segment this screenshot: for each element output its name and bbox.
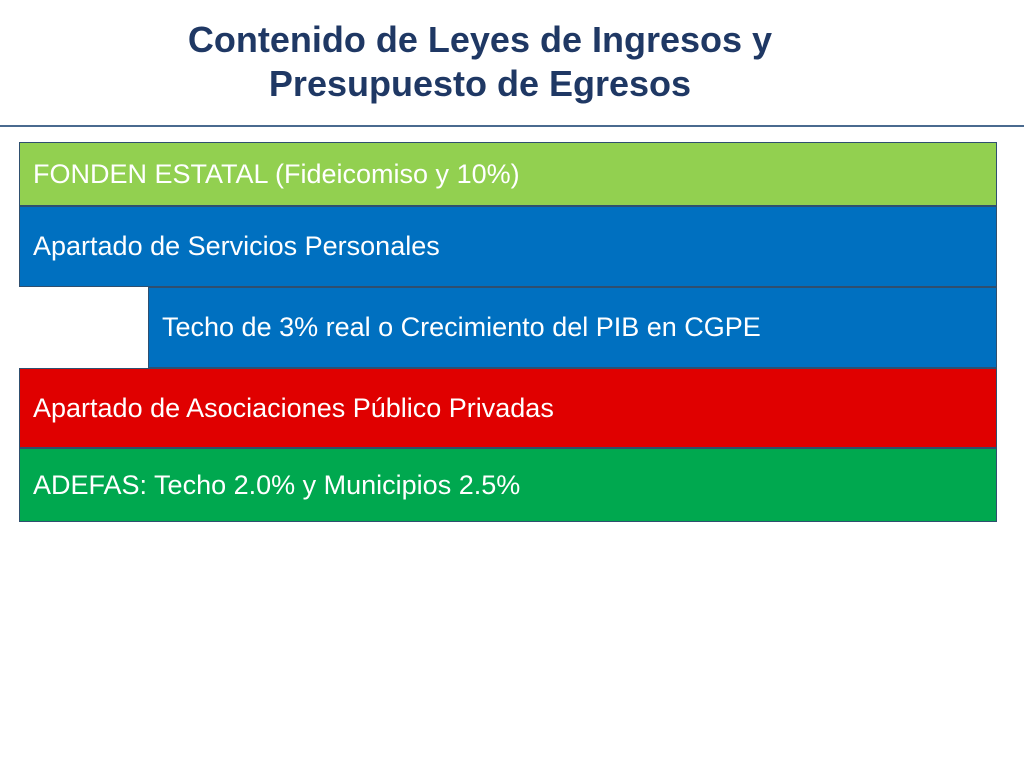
item-asociaciones-publico-privadas-label: Apartado de Asociaciones Público Privada… — [33, 392, 554, 423]
item-techo-pib-label: Techo de 3% real o Crecimiento del PIB e… — [162, 312, 761, 342]
item-asociaciones-publico-privadas: Apartado de Asociaciones Público Privada… — [19, 368, 997, 448]
slide-title-line-1: Contenido de Leyes de Ingresos y — [187, 19, 773, 60]
item-fonden-estatal: FONDEN ESTATAL (Fideicomiso y 10%) — [19, 142, 997, 206]
slide-title-line-2: Presupuesto de Egresos — [268, 63, 692, 104]
item-servicios-personales-label: Apartado de Servicios Personales — [33, 231, 440, 261]
item-adefas-label: ADEFAS: Techo 2.0% y Municipios 2.5% — [33, 469, 521, 500]
item-servicios-personales: Apartado de Servicios Personales — [19, 206, 997, 287]
item-fonden-estatal-label: FONDEN ESTATAL (Fideicomiso y 10%) — [33, 158, 520, 189]
item-adefas: ADEFAS: Techo 2.0% y Municipios 2.5% — [19, 448, 997, 522]
slide-title: Contenido de Leyes de Ingresos y Presupu… — [0, 18, 960, 106]
title-divider — [0, 125, 1024, 127]
item-techo-pib: Techo de 3% real o Crecimiento del PIB e… — [148, 287, 997, 368]
